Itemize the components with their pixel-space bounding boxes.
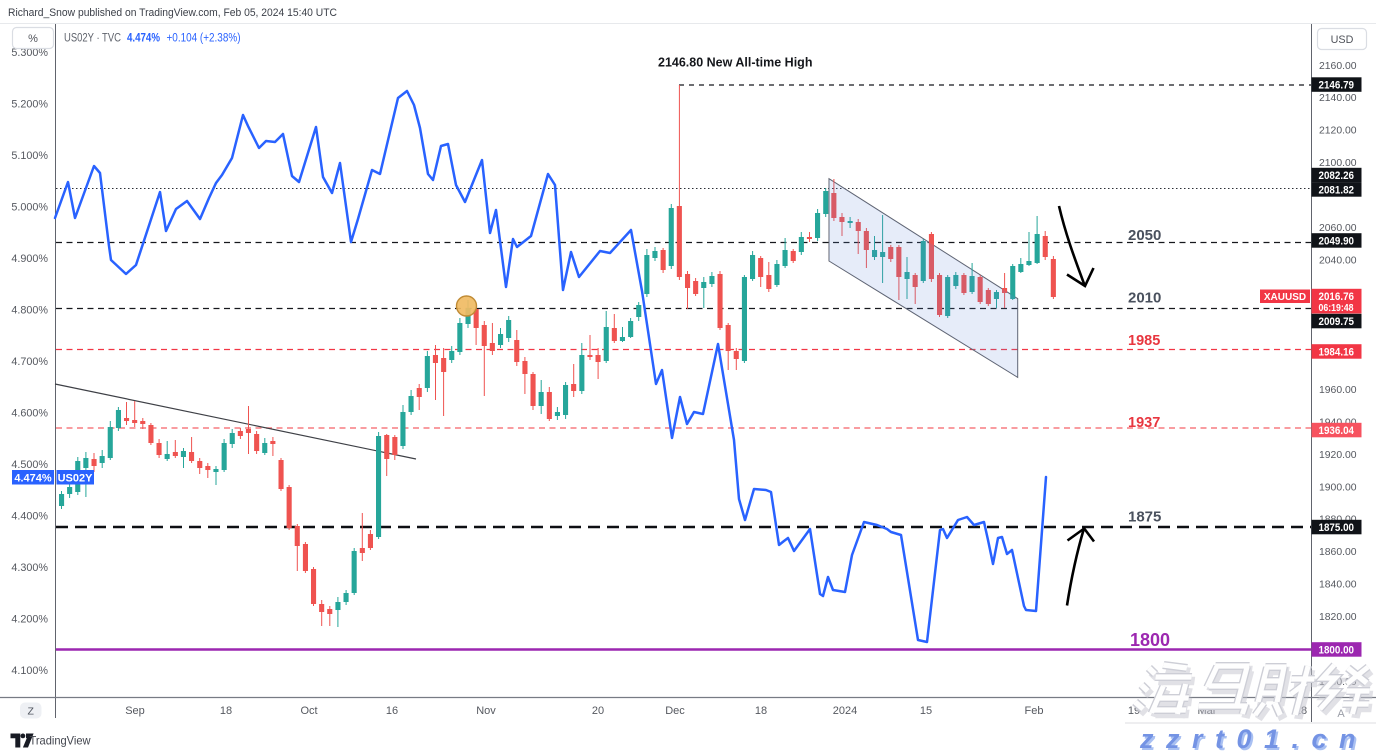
svg-text:2050: 2050 [1128,227,1161,244]
svg-text:2120.00: 2120.00 [1319,126,1357,137]
svg-text:2016.76: 2016.76 [1319,291,1355,303]
svg-text:4.474%: 4.474% [127,33,160,45]
svg-text:2146.79: 2146.79 [1319,80,1355,92]
svg-text:%: % [28,33,38,45]
svg-text:Z: Z [27,705,34,717]
svg-text:06:19:48: 06:19:48 [1319,303,1354,314]
svg-text:20: 20 [592,705,604,717]
svg-text:15: 15 [920,705,932,717]
svg-text:2081.82: 2081.82 [1319,185,1355,197]
svg-text:1860.00: 1860.00 [1319,547,1357,558]
svg-text:4.300%: 4.300% [11,562,48,574]
svg-text:1936.04: 1936.04 [1319,425,1355,437]
svg-text:4.100%: 4.100% [11,665,48,677]
svg-text:US02Y · TVC: US02Y · TVC [64,33,121,45]
svg-text:2060.00: 2060.00 [1319,223,1357,234]
svg-text:Feb: Feb [1025,705,1044,717]
svg-text:4.800%: 4.800% [11,304,48,316]
svg-text:4.700%: 4.700% [11,356,48,368]
svg-text:2009.75: 2009.75 [1319,316,1355,328]
svg-text:1984.16: 1984.16 [1319,347,1355,359]
svg-text:US02Y: US02Y [58,472,94,484]
svg-text:1800: 1800 [1130,630,1170,650]
svg-text:1937: 1937 [1128,415,1160,431]
svg-text:2040.00: 2040.00 [1319,255,1357,266]
svg-text:1840.00: 1840.00 [1319,580,1357,591]
svg-text:+0.104 (+2.38%): +0.104 (+2.38%) [167,33,241,45]
svg-text:5.100%: 5.100% [11,150,48,162]
svg-text:1920.00: 1920.00 [1319,450,1357,461]
svg-text:5.200%: 5.200% [11,98,48,110]
svg-text:Nov: Nov [476,705,496,717]
svg-text:2082.26: 2082.26 [1319,170,1355,182]
svg-text:4.900%: 4.900% [11,253,48,265]
svg-text:4.400%: 4.400% [11,510,48,522]
svg-text:2049.90: 2049.90 [1319,236,1355,248]
svg-text:18: 18 [220,705,232,717]
svg-text:2146.80 New All-time High: 2146.80 New All-time High [658,56,812,70]
svg-text:2160.00: 2160.00 [1319,61,1357,72]
svg-text:zzrt01.cn: zzrt01.cn [1141,726,1370,754]
svg-text:Dec: Dec [665,705,685,717]
svg-text:Sep: Sep [125,705,145,717]
svg-text:4.200%: 4.200% [11,613,48,625]
svg-text:4.500%: 4.500% [11,459,48,471]
svg-text:Oct: Oct [300,705,317,717]
svg-text:1985: 1985 [1128,333,1160,349]
svg-text:18: 18 [755,705,767,717]
svg-text:2140.00: 2140.00 [1319,93,1357,104]
svg-text:5.300%: 5.300% [11,47,48,59]
svg-text:A: A [1337,708,1345,720]
svg-text:4.600%: 4.600% [11,407,48,419]
svg-text:16: 16 [386,705,398,717]
svg-text:2100.00: 2100.00 [1319,158,1357,169]
svg-text:2010: 2010 [1128,290,1161,307]
svg-text:Richard_Snow published on Trad: Richard_Snow published on TradingView.co… [8,7,337,19]
svg-text:5.000%: 5.000% [11,201,48,213]
svg-text:2024: 2024 [833,705,857,717]
svg-text:XAUUSD: XAUUSD [1264,292,1306,303]
svg-text:1875: 1875 [1128,509,1161,526]
svg-text:1875.00: 1875.00 [1319,522,1355,534]
svg-text:USD: USD [1331,34,1354,46]
svg-text:4.474%: 4.474% [14,472,52,484]
svg-text:1960.00: 1960.00 [1319,385,1357,396]
svg-text:TradingView: TradingView [30,734,91,748]
svg-text:1820.00: 1820.00 [1319,612,1357,623]
svg-text:1800.00: 1800.00 [1319,645,1355,657]
svg-text:zzrt01.cn: zzrt01.cn [1139,724,1368,754]
svg-text:1900.00: 1900.00 [1319,482,1357,493]
